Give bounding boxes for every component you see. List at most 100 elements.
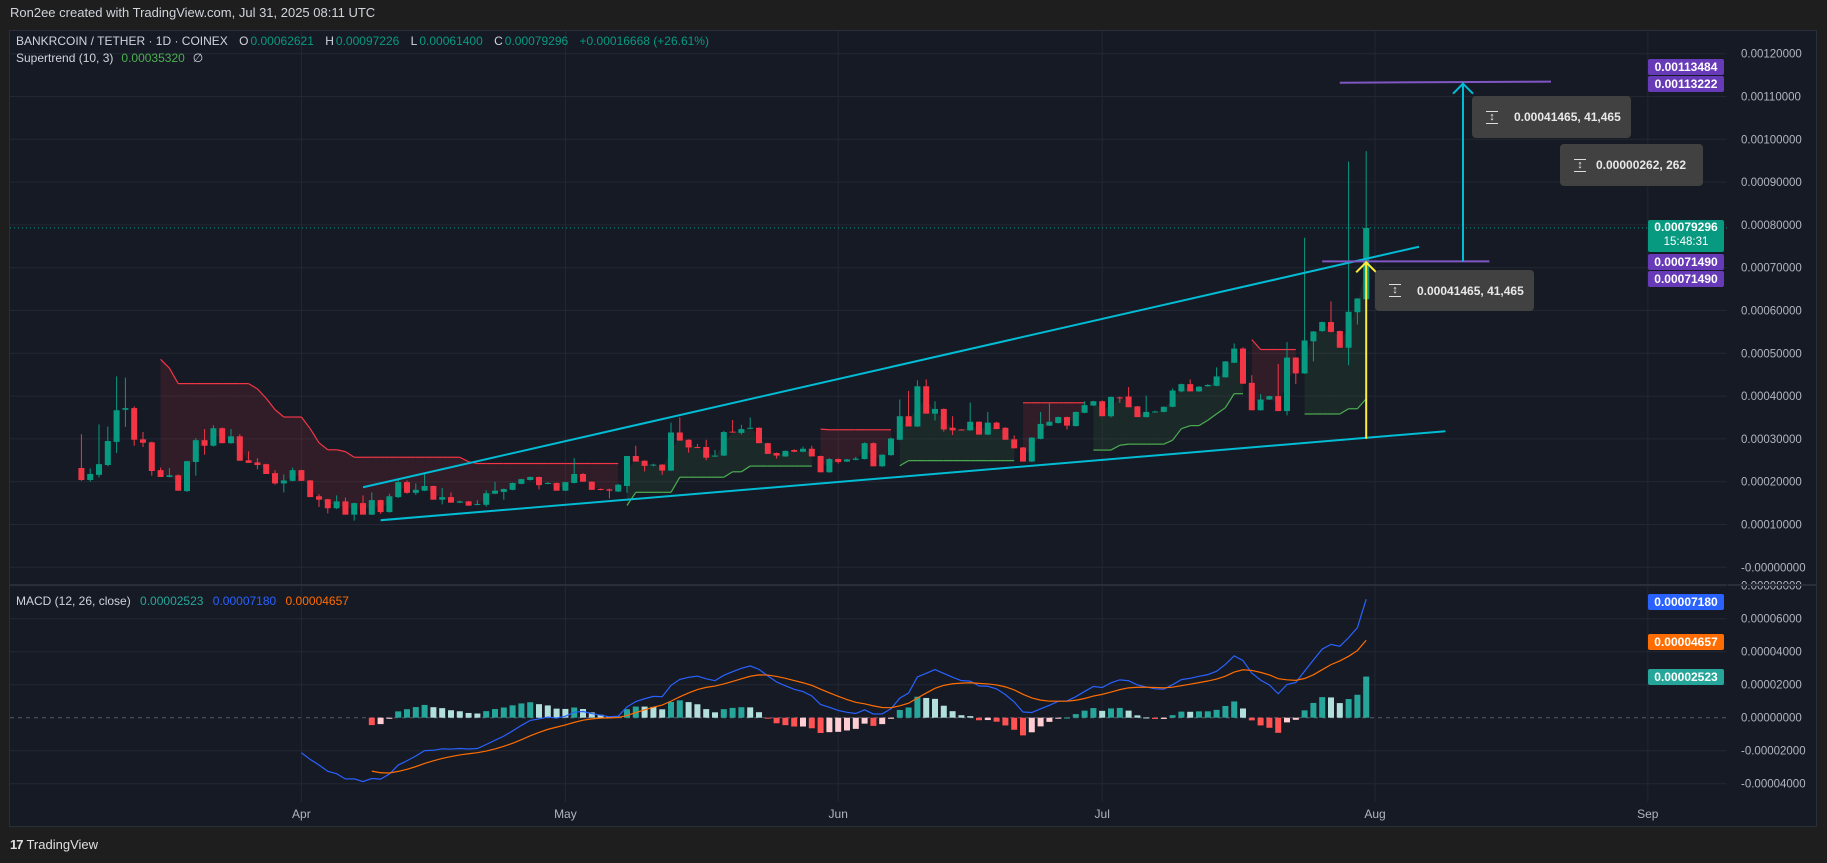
measure-box-small[interactable]: ↕ 0.00000262, 262 (1560, 144, 1703, 186)
supertrend-legend[interactable]: Supertrend (10, 3) 0.00035320 ∅ (16, 51, 205, 65)
candle-body (1204, 384, 1211, 387)
macd-histogram-bar (1037, 717, 1044, 727)
candle-body (465, 501, 472, 506)
candle (641, 460, 648, 472)
bar-countdown: 15:48:31 (1663, 236, 1709, 248)
candle-body (888, 438, 894, 456)
supertrend-down-line (309, 428, 320, 444)
candle (113, 376, 120, 454)
price-tick-label: 0.00060000 (1741, 306, 1802, 318)
supertrend-down-fill (424, 457, 434, 493)
candle (844, 459, 850, 463)
macd-histogram-bar (1169, 715, 1176, 718)
supertrend-up-fill (1137, 411, 1147, 445)
macd-line (301, 598, 1367, 783)
macd-histogram-bar (738, 707, 745, 718)
price-tick-label: 0.00100000 (1741, 134, 1802, 146)
candle-body (456, 501, 463, 503)
supertrend-down-line (1251, 339, 1262, 350)
candle-body (553, 482, 560, 491)
candle-body (509, 482, 516, 490)
macd-histogram-bar (659, 709, 666, 718)
supertrend-up-line (1356, 398, 1367, 410)
supertrend-up-fill (1331, 326, 1340, 414)
candle (1257, 393, 1264, 411)
candle (333, 495, 340, 510)
macd-histogram-bar (1028, 717, 1035, 733)
macd-histogram-bar (1301, 710, 1308, 718)
candle (1328, 301, 1334, 333)
candle-body (430, 485, 437, 500)
candle (360, 495, 366, 515)
candle (1055, 416, 1062, 424)
candle (1099, 400, 1106, 417)
supertrend-down-line (336, 449, 346, 453)
supertrend-down-fill (583, 463, 592, 486)
candle (747, 417, 754, 429)
candle (1284, 342, 1290, 416)
macd-histogram-bar (676, 700, 683, 718)
candle-body (1301, 340, 1308, 374)
price-tick-label: -0.00000000 (1741, 562, 1806, 574)
supertrend-down-fill (530, 463, 539, 482)
supertrend-down-fill (371, 457, 381, 508)
macd-histogram-bar (1108, 708, 1114, 718)
candle-body (826, 459, 833, 473)
macd-histogram-bar (1292, 717, 1299, 720)
supertrend-up-line (1181, 425, 1191, 430)
candle-body (1319, 322, 1326, 332)
candle-body (720, 432, 727, 456)
candle (1248, 375, 1255, 411)
supertrend-down-fill (213, 383, 223, 437)
macd-histogram-bar (1046, 717, 1053, 722)
candle-body (527, 476, 534, 480)
candle (580, 473, 586, 482)
supertrend-up-fill (732, 430, 742, 472)
candle-body (967, 421, 974, 431)
candle-body (201, 440, 208, 446)
price-tick-label: 0.00070000 (1741, 263, 1802, 275)
supertrend-up-fill (970, 426, 979, 461)
candle (562, 482, 569, 492)
macd-histogram-bar (1116, 707, 1123, 718)
macd-histogram-bar (624, 709, 630, 718)
candle (888, 437, 894, 456)
candle (1134, 405, 1141, 418)
macd-histogram-bar (1134, 715, 1141, 718)
macd-histogram-bar (852, 717, 859, 729)
candle-body (641, 460, 648, 466)
supertrend-up-fill (794, 450, 803, 467)
candle (324, 498, 331, 514)
candle-body (439, 497, 446, 500)
macd-histogram-bar (1213, 709, 1220, 718)
macd-histogram-bar (668, 701, 674, 718)
candle (1090, 400, 1097, 406)
candle-body (536, 476, 542, 486)
candle-body (808, 448, 815, 457)
supertrend-up-fill (961, 426, 971, 461)
candle-body (448, 497, 454, 503)
macd-legend[interactable]: MACD (12, 26, close) 0.00002523 0.000071… (16, 594, 351, 608)
candle (1002, 427, 1009, 440)
candle-body (923, 386, 930, 414)
footer-brand[interactable]: 17 TradingView (10, 837, 98, 852)
supertrend-down-fill (222, 383, 231, 440)
low-label: L (410, 34, 418, 48)
supertrend-down-line (459, 456, 469, 463)
candle-body (316, 496, 322, 500)
measure-box-pole[interactable]: ↕ 0.00041465, 41,465 (1375, 270, 1534, 311)
supertrend-up-fill (1102, 406, 1111, 451)
macd-histogram-bar (1143, 717, 1150, 719)
macd-histogram-bar (984, 717, 991, 721)
symbol-title[interactable]: BANKRCOIN / TETHER · 1D · COINEX (16, 34, 228, 48)
candle (254, 458, 261, 470)
macd-histogram-bar (720, 709, 727, 718)
macd-histogram-bar (421, 704, 428, 718)
supertrend-up-line (1119, 443, 1129, 446)
candle-body (1125, 396, 1132, 408)
candle-body (1275, 396, 1282, 412)
macd-histogram-bar (1090, 708, 1097, 718)
measure-box-target[interactable]: ↕ 0.00041465, 41,465 (1472, 96, 1631, 138)
supertrend-down-fill (195, 383, 205, 452)
candle (615, 483, 622, 492)
